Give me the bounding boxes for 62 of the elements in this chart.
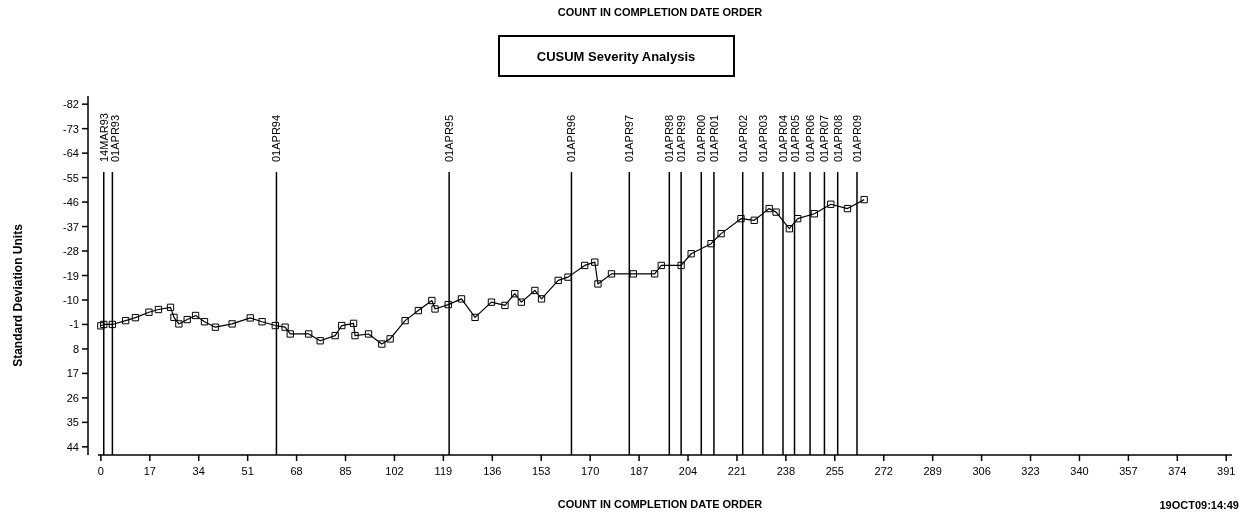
ref-line-label: 01APR04 [777, 114, 790, 162]
ref-line-label: 01APR06 [804, 114, 817, 162]
x-axis-title: COUNT IN COMPLETION DATE ORDER [557, 498, 763, 510]
x-tick-label: 272 [874, 465, 893, 477]
x-tick-label: 51 [241, 465, 254, 477]
x-tick-label: 255 [825, 465, 844, 477]
x-tick-label: 374 [1168, 465, 1187, 477]
x-tick-label: 0 [97, 465, 104, 477]
y-tick-label: -55 [63, 171, 79, 184]
y-tick-label: 17 [66, 367, 79, 380]
x-tick-label: 323 [1021, 465, 1040, 477]
y-tick-label: 8 [72, 342, 79, 355]
x-tick-label: 187 [629, 465, 649, 477]
x-tick-label: 340 [1070, 465, 1089, 477]
text: 19OCT09:14:49 [1159, 499, 1239, 511]
x-tick-label: 170 [580, 465, 600, 477]
y-tick-label: 26 [66, 391, 79, 404]
ref-line-label: 14MAR93 [97, 113, 110, 162]
y-tick-label: 35 [66, 416, 79, 429]
x-tick-label: 119 [434, 465, 453, 477]
y-tick-label: -46 [63, 196, 79, 209]
ref-line-label: 01APR03 [756, 114, 769, 162]
ref-line-label: 01APR96 [565, 114, 578, 162]
ref-line-label: 01APR94 [270, 114, 283, 162]
y-tick-label: -64 [63, 147, 79, 160]
y-tick-label: -19 [63, 269, 79, 282]
x-tick-label: 85 [339, 465, 352, 477]
chart-title: CUSUM Severity Analysis [536, 49, 696, 64]
x-tick-label: 102 [385, 465, 404, 477]
x-tick-label: 136 [483, 465, 502, 477]
y-tick-label: -28 [63, 245, 79, 258]
ref-line-label: 01APR93 [108, 114, 121, 162]
x-tick-label: 153 [532, 465, 551, 477]
ref-line-label: 01APR05 [788, 114, 801, 162]
x-tick-label: 306 [972, 465, 991, 477]
ref-line-label: 01APR01 [707, 114, 720, 162]
x-tick-label: 289 [923, 465, 942, 477]
ref-line-label: 01APR99 [675, 114, 688, 162]
x-tick-label: 68 [290, 465, 303, 477]
y-axis-title: Standard Deviation Units [11, 223, 25, 367]
x-tick-label: 204 [678, 465, 698, 477]
text: COUNT IN COMPLETION DATE ORDER [557, 6, 763, 18]
ref-line-label: 01APR00 [695, 114, 708, 162]
ref-line-label: 01APR95 [443, 114, 456, 162]
ref-line-label: 01APR07 [818, 114, 831, 162]
x-tick-label: 238 [776, 465, 796, 477]
y-tick-label: 44 [66, 440, 79, 453]
ref-line-label: 01APR09 [850, 114, 863, 162]
x-tick-label: 391 [1217, 465, 1236, 477]
x-tick-label: 17 [143, 465, 156, 477]
x-tick-label: 357 [1119, 465, 1138, 477]
ref-line-label: 01APR08 [831, 114, 844, 162]
y-tick-label: -73 [63, 122, 79, 135]
y-tick-label: -82 [63, 98, 79, 111]
y-tick-label: -1 [69, 318, 79, 331]
y-tick-label: -37 [63, 220, 79, 233]
y-tick-label: -10 [63, 293, 79, 306]
ref-line-label: 01APR97 [623, 114, 636, 162]
x-tick-label: 221 [727, 465, 747, 477]
ref-line-label: 01APR02 [736, 114, 749, 162]
ref-line-label: 01APR98 [663, 114, 676, 162]
x-tick-label: 34 [192, 465, 205, 477]
